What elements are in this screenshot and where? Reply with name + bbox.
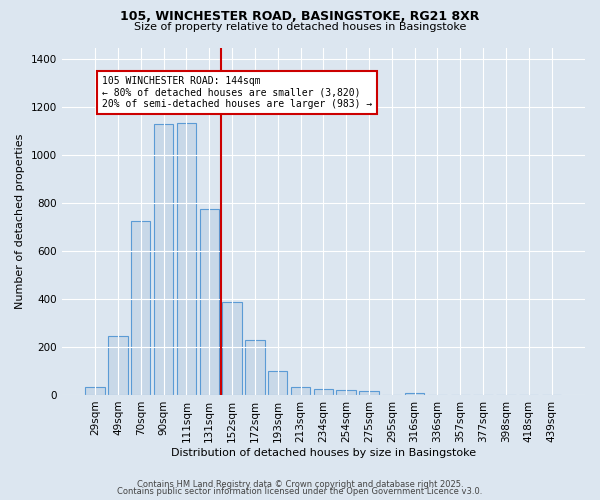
- Y-axis label: Number of detached properties: Number of detached properties: [15, 134, 25, 309]
- X-axis label: Distribution of detached houses by size in Basingstoke: Distribution of detached houses by size …: [171, 448, 476, 458]
- Bar: [245, 340, 265, 395]
- Bar: [405, 392, 424, 395]
- Bar: [131, 221, 151, 395]
- Bar: [85, 386, 105, 395]
- Bar: [177, 123, 196, 395]
- Bar: [268, 371, 287, 395]
- Text: Size of property relative to detached houses in Basingstoke: Size of property relative to detached ho…: [134, 22, 466, 32]
- Bar: [337, 390, 356, 395]
- Bar: [291, 386, 310, 395]
- Bar: [314, 389, 333, 395]
- Bar: [200, 209, 219, 395]
- Bar: [359, 392, 379, 395]
- Bar: [154, 124, 173, 395]
- Bar: [223, 302, 242, 395]
- Text: 105, WINCHESTER ROAD, BASINGSTOKE, RG21 8XR: 105, WINCHESTER ROAD, BASINGSTOKE, RG21 …: [121, 10, 479, 23]
- Text: Contains public sector information licensed under the Open Government Licence v3: Contains public sector information licen…: [118, 487, 482, 496]
- Bar: [108, 336, 128, 395]
- Text: Contains HM Land Registry data © Crown copyright and database right 2025.: Contains HM Land Registry data © Crown c…: [137, 480, 463, 489]
- Text: 105 WINCHESTER ROAD: 144sqm
← 80% of detached houses are smaller (3,820)
20% of : 105 WINCHESTER ROAD: 144sqm ← 80% of det…: [102, 76, 372, 110]
